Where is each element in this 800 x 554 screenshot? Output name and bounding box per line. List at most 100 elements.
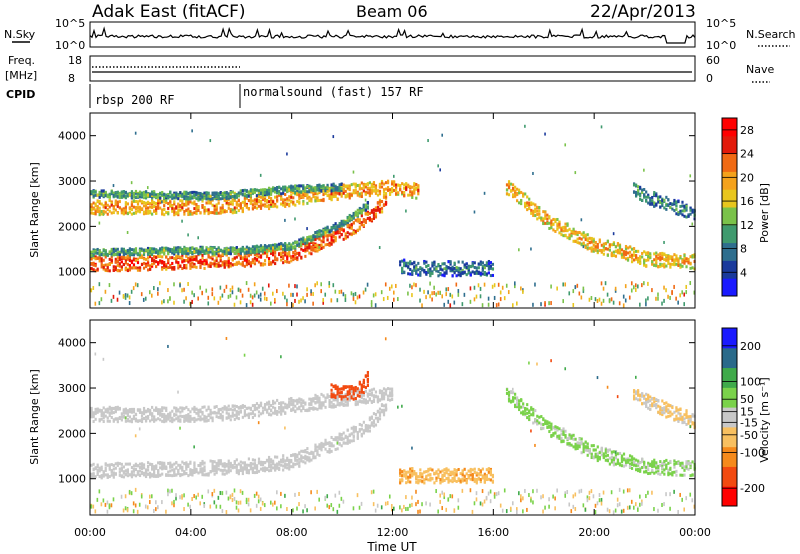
range-cell	[201, 205, 204, 209]
range-cell	[189, 258, 192, 262]
range-cell	[183, 192, 186, 196]
range-cell	[520, 198, 523, 202]
range-cell	[592, 249, 595, 253]
range-cell	[171, 193, 174, 197]
range-cell	[332, 239, 335, 243]
range-cell	[221, 418, 224, 422]
range-cell	[580, 243, 583, 247]
range-cell	[269, 200, 273, 204]
range-cell	[126, 508, 129, 513]
range-cell	[326, 234, 329, 238]
range-cell	[235, 249, 238, 253]
range-cell	[280, 255, 283, 259]
range-cell	[286, 255, 289, 259]
range-cell	[161, 414, 164, 418]
range-cell	[592, 243, 595, 247]
range-cell	[358, 225, 361, 229]
range-cell	[457, 270, 460, 274]
range-cell	[102, 265, 105, 269]
range-cell	[98, 221, 101, 225]
range-cell	[199, 285, 202, 290]
range-cell	[157, 262, 160, 266]
range-cell	[185, 252, 188, 256]
range-cell	[661, 251, 664, 255]
range-cell	[163, 299, 165, 304]
range-cell	[278, 185, 281, 189]
range-cell	[100, 468, 103, 472]
range-cell	[588, 246, 591, 250]
range-cell	[292, 241, 295, 245]
range-cell	[322, 300, 325, 305]
range-cell	[290, 190, 293, 194]
range-cell	[346, 192, 349, 196]
range-cell	[306, 244, 309, 248]
range-cell	[219, 460, 222, 464]
range-cell	[457, 260, 460, 264]
range-cell	[110, 255, 113, 259]
range-cell	[661, 198, 664, 202]
range-cell	[195, 212, 198, 216]
range-cell	[463, 270, 466, 274]
range-cell	[132, 509, 135, 514]
range-cell	[227, 248, 230, 252]
range-cell	[179, 414, 182, 418]
range-cell	[274, 297, 276, 302]
range-cell	[318, 198, 321, 202]
range-cell	[153, 474, 156, 478]
range-cell	[372, 181, 376, 185]
range-cell	[245, 500, 248, 505]
range-cell	[124, 261, 127, 265]
range-cell	[185, 197, 188, 201]
range-cell	[148, 247, 152, 251]
range-cell	[675, 296, 677, 301]
range-cell	[130, 266, 134, 270]
range-cell	[336, 197, 339, 201]
range-cell	[261, 262, 265, 266]
range-cell	[552, 222, 555, 226]
range-cell	[290, 186, 293, 190]
range-cell	[175, 466, 178, 470]
range-cell	[120, 462, 123, 466]
range-cell	[116, 251, 119, 255]
range-cell	[245, 258, 248, 262]
range-cell	[195, 197, 198, 201]
range-cell	[136, 261, 140, 265]
range-cell	[114, 194, 117, 198]
range-cell	[659, 262, 662, 266]
range-cell	[191, 417, 194, 421]
range-cell	[576, 283, 579, 288]
range-cell	[122, 294, 125, 299]
range-cell	[90, 192, 93, 196]
range-cell	[128, 250, 132, 254]
range-cell	[312, 292, 314, 297]
range-cell	[102, 253, 105, 257]
range-cell	[191, 265, 194, 269]
range-cell	[94, 193, 97, 197]
range-cell	[344, 232, 347, 236]
range-cell	[296, 186, 299, 190]
range-cell	[159, 473, 162, 477]
range-cell	[675, 257, 678, 261]
range-cell	[395, 185, 398, 189]
range-cell	[213, 460, 216, 464]
range-cell	[199, 196, 202, 200]
range-cell	[191, 497, 193, 502]
range-cell	[390, 188, 394, 192]
range-cell	[207, 407, 210, 411]
range-cell	[171, 209, 174, 213]
range-cell	[360, 221, 363, 225]
range-cell	[223, 198, 226, 202]
range-cell	[90, 250, 93, 254]
range-cell	[643, 188, 646, 192]
range-cell	[171, 463, 174, 467]
range-cell	[237, 500, 240, 505]
range-cell	[288, 283, 290, 288]
range-cell	[98, 469, 101, 473]
range-cell	[364, 212, 367, 216]
range-cell	[173, 213, 176, 217]
range-cell	[272, 462, 275, 466]
range-cell	[213, 211, 216, 215]
range-cell	[128, 249, 132, 253]
range-cell	[673, 263, 676, 267]
range-cell	[306, 238, 309, 242]
